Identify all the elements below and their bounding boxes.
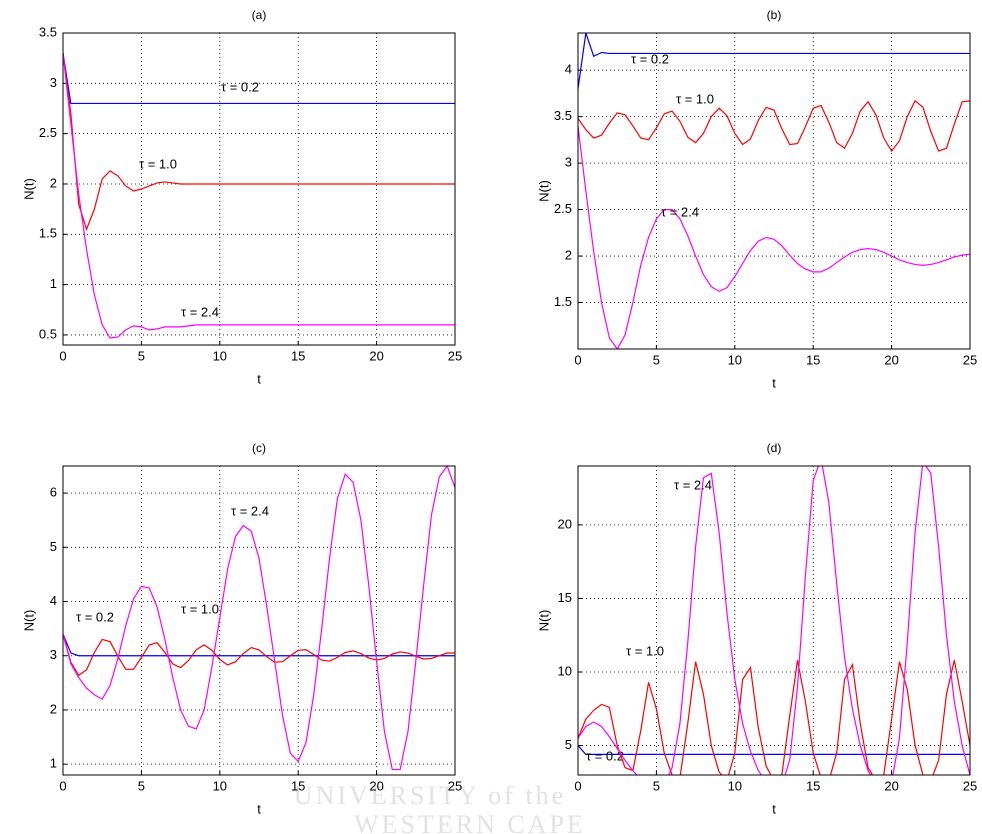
series-label: τ = 2.4: [661, 204, 699, 219]
y-tick-label: 3: [50, 647, 57, 662]
x-tick-label: 15: [806, 352, 820, 367]
x-tick-label: 10: [213, 778, 227, 793]
y-tick-label: 3.5: [554, 108, 572, 123]
panel: 0 5 10 15 20 25 1 2 3 4 5 6 τ = 0.2 τ = 1.0 τ = 2.4 (c)…: [21, 441, 462, 816]
y-axis-label: N(t): [21, 178, 36, 200]
x-tick-label: 5: [138, 348, 145, 363]
y-tick-label: 15: [558, 590, 572, 605]
x-tick-label: 15: [806, 778, 820, 793]
series-label: τ = 2.4: [231, 503, 269, 518]
x-axis-label: t: [257, 371, 261, 386]
panel: 0 5 10 15 20 25 1.5 2 2.5 3 3.5 4 τ = 0.2 τ = 1.0 τ = …: [536, 8, 977, 390]
axes-box: [577, 32, 971, 350]
x-tick-label: 25: [448, 778, 462, 793]
axes-box: [62, 32, 456, 346]
y-tick-label: 2.5: [554, 201, 572, 216]
y-tick-label: 0.5: [39, 326, 57, 341]
y-tick-label: 1.5: [554, 294, 572, 309]
watermark-line2: WESTERN CAPE: [354, 810, 586, 834]
chart-title: (b): [767, 8, 782, 22]
series-label: τ = 0.2: [76, 609, 114, 624]
x-tick-label: 10: [728, 352, 742, 367]
y-tick-label: 3: [565, 155, 572, 170]
x-tick-label: 5: [653, 352, 660, 367]
plot-area: [63, 33, 455, 345]
x-tick-label: 0: [59, 348, 66, 363]
x-tick-label: 20: [884, 778, 898, 793]
y-tick-label: 10: [558, 663, 572, 678]
x-tick-label: 20: [369, 778, 383, 793]
y-tick-label: 4: [50, 593, 57, 608]
plot-area: [578, 33, 970, 349]
x-tick-label: 20: [884, 352, 898, 367]
series-label: τ = 2.4: [674, 477, 712, 492]
y-tick-label: 4: [565, 62, 572, 77]
series-line: [578, 33, 970, 89]
chart-title: (d): [767, 441, 782, 455]
y-tick-label: 2: [50, 175, 57, 190]
y-tick-label: 5: [565, 737, 572, 752]
plot-area: [63, 466, 455, 775]
x-axis-label: t: [772, 375, 776, 390]
x-axis-label: t: [772, 801, 776, 816]
series-label: τ = 1.0: [139, 156, 177, 171]
series-label: τ = 1.0: [676, 91, 714, 106]
x-tick-label: 5: [138, 778, 145, 793]
x-tick-label: 15: [291, 348, 305, 363]
x-tick-label: 20: [369, 348, 383, 363]
y-tick-label: 6: [50, 485, 57, 500]
series-line: [63, 53, 455, 232]
series-line: [578, 99, 970, 153]
x-tick-label: 10: [728, 778, 742, 793]
series-line: [63, 53, 455, 105]
y-axis-label: N(t): [536, 610, 551, 632]
y-axis-label: N(t): [536, 180, 551, 202]
x-tick-label: 25: [963, 352, 977, 367]
series-label: τ = 0.2: [586, 748, 624, 763]
axes-box: [62, 465, 456, 776]
series-line: [63, 466, 455, 771]
y-tick-label: 5: [50, 539, 57, 554]
chart-title: (c): [252, 441, 266, 455]
watermark-line1: UNIVERSITY of the: [294, 781, 566, 810]
series-line: [578, 466, 970, 775]
series-line: [63, 633, 455, 677]
panel: 0 5 10 15 20 25 5 10 15 20 τ = 0.2 τ = 1.0 τ = 2.4 (d…: [536, 441, 977, 816]
panel: 0 5 10 15 20 25 0.5 1 1.5 2 2.5 3 3.5 τ = 0.2 τ = 1.0 τ…: [21, 8, 462, 386]
x-tick-label: 25: [963, 778, 977, 793]
axes-box: [577, 465, 971, 776]
series-line: [578, 125, 970, 349]
series-label: τ = 1.0: [181, 601, 219, 616]
x-tick-label: 25: [448, 348, 462, 363]
series-label: τ = 2.4: [181, 304, 219, 319]
plot-area: [578, 466, 970, 775]
y-tick-label: 1: [50, 276, 57, 291]
y-tick-label: 1.5: [39, 226, 57, 241]
x-tick-label: 0: [574, 778, 581, 793]
y-tick-label: 2: [50, 701, 57, 716]
series-label: τ = 0.2: [631, 51, 669, 66]
series-label: τ = 1.0: [626, 643, 664, 658]
y-tick-label: 1: [50, 756, 57, 771]
series-label: τ = 0.2: [221, 79, 259, 94]
chart-title: (a): [252, 8, 267, 22]
x-tick-label: 10: [213, 348, 227, 363]
x-axis-label: t: [257, 801, 261, 816]
y-tick-label: 2: [565, 247, 572, 262]
x-tick-label: 5: [653, 778, 660, 793]
y-tick-label: 2.5: [39, 125, 57, 140]
x-tick-label: 15: [291, 778, 305, 793]
y-tick-label: 3: [50, 75, 57, 90]
x-tick-label: 0: [59, 778, 66, 793]
y-tick-label: 20: [558, 516, 572, 531]
y-axis-label: N(t): [21, 610, 36, 632]
x-tick-label: 0: [574, 352, 581, 367]
y-tick-label: 3.5: [39, 24, 57, 39]
series-line: [63, 53, 455, 339]
series-line: [578, 745, 970, 755]
